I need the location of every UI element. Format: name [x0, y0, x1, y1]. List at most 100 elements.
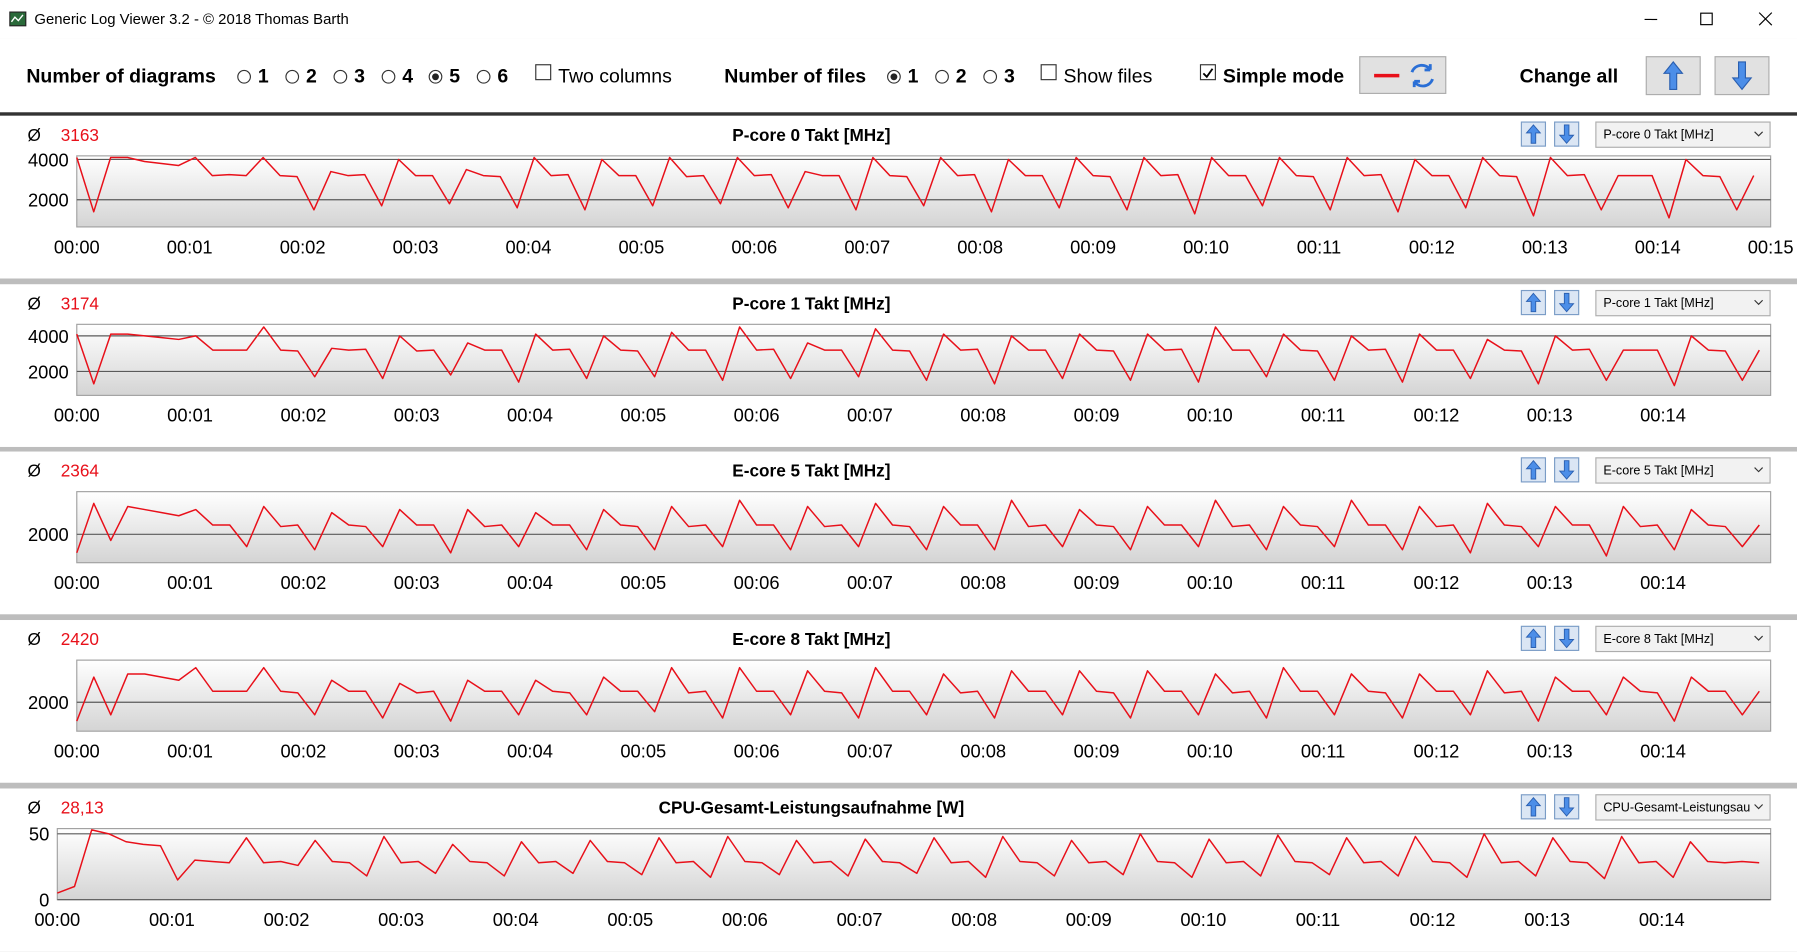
chart-title: P-core 0 Takt [MHz]	[732, 125, 890, 145]
x-tick-label: 00:06	[731, 236, 777, 257]
chart-move-up[interactable]	[1520, 457, 1547, 483]
simple-mode-button[interactable]	[1359, 56, 1447, 94]
radio-label: 3	[1003, 65, 1015, 88]
channel-selector[interactable]: P-core 0 Takt [MHz]	[1595, 121, 1771, 148]
x-tick-label: 00:14	[1635, 236, 1681, 257]
radio-button[interactable]	[983, 69, 998, 84]
checkbox-label: Show files	[1063, 65, 1153, 88]
x-tick-label: 00:05	[620, 405, 666, 426]
x-tick-label: 00:00	[34, 909, 80, 930]
data-line	[76, 666, 1760, 722]
x-tick-label: 00:08	[960, 741, 1006, 762]
chart-panel: Ø 3163 P-core 0 Takt [MHz] P-core 0 Takt [M…	[0, 115, 1797, 279]
chart-title: E-core 8 Takt [MHz]	[732, 629, 890, 649]
radio-button[interactable]	[285, 69, 300, 84]
x-tick-label: 00:00	[54, 236, 100, 257]
radio-button[interactable]	[935, 69, 949, 84]
arrow-icon	[1525, 796, 1542, 817]
x-tick-label: 00:00	[54, 405, 100, 426]
move-down-button[interactable]	[1714, 56, 1770, 96]
x-tick-label: 00:03	[393, 236, 439, 257]
chart-title: P-core 1 Takt [MHz]	[732, 293, 890, 313]
radio-button[interactable]	[381, 69, 396, 84]
window-controls[interactable]	[1627, 0, 1797, 39]
x-tick-label: 00:06	[722, 909, 768, 930]
x-tick-label: 00:13	[1527, 405, 1573, 426]
move-up-button[interactable]	[1645, 56, 1701, 96]
x-tick-label: 00:13	[1522, 236, 1568, 257]
selector-box	[1595, 625, 1771, 653]
radio-button[interactable]	[333, 69, 348, 84]
average-symbol: Ø	[28, 798, 41, 818]
x-tick-label: 00:12	[1409, 236, 1455, 257]
radio-button[interactable]	[887, 69, 901, 84]
x-tick-label: 00:10	[1183, 236, 1229, 257]
chart-move-down[interactable]	[1554, 289, 1580, 316]
radio-label: 2	[305, 65, 317, 88]
chart-move-down[interactable]	[1554, 121, 1580, 147]
x-tick-label: 00:08	[960, 572, 1006, 593]
plot-area	[76, 155, 1772, 228]
diagrams-label: Number of diagrams	[26, 65, 216, 88]
x-tick-label: 00:02	[280, 405, 326, 426]
x-tick-label: 00:09	[1070, 236, 1116, 257]
x-tick-label: 00:14	[1640, 405, 1686, 426]
x-tick-label: 00:04	[507, 405, 553, 426]
down-arrow-icon	[1731, 61, 1753, 91]
button-icons	[1374, 63, 1434, 88]
x-tick-label: 00:10	[1187, 572, 1233, 593]
x-tick-label: 00:01	[167, 741, 213, 762]
selector-box	[1595, 289, 1771, 317]
chart-move-up[interactable]	[1520, 794, 1547, 820]
radio-label: 6	[497, 65, 509, 88]
chart-move-up[interactable]	[1520, 625, 1547, 651]
channel-selector[interactable]: P-core 1 Takt [MHz]	[1595, 289, 1771, 317]
x-tick-label: 00:08	[951, 909, 997, 930]
x-tick-label: 00:03	[394, 741, 440, 762]
radio-button[interactable]	[476, 69, 491, 84]
average-value: 2420	[61, 629, 99, 649]
chart-move-down[interactable]	[1554, 794, 1580, 820]
toolbar: Number of diagrams Number of files Chang…	[0, 38, 1797, 113]
x-tick-label: 00:05	[620, 572, 666, 593]
x-tick-label: 00:14	[1639, 909, 1685, 930]
chart-move-down[interactable]	[1554, 457, 1580, 483]
x-tick-label: 00:14	[1640, 741, 1686, 762]
average-symbol: Ø	[28, 461, 41, 481]
channel-selector[interactable]: CPU-Gesamt-Leistungsau	[1595, 794, 1771, 821]
title-bar: Generic Log Viewer 3.2 - © 2018 Thomas B…	[0, 0, 1797, 39]
radio-button[interactable]	[237, 69, 251, 84]
checkbox[interactable]	[1040, 64, 1057, 81]
radio-label: 3	[354, 65, 365, 88]
x-tick-label: 00:03	[394, 405, 440, 426]
channel-selector[interactable]: E-core 8 Takt [MHz]	[1595, 625, 1771, 653]
window-title: Generic Log Viewer 3.2 - © 2018 Thomas B…	[34, 10, 349, 28]
chart-title: E-core 5 Takt [MHz]	[732, 461, 890, 481]
checkbox-label: Simple mode	[1222, 65, 1345, 88]
plot-area	[76, 323, 1772, 396]
x-tick-label: 00:12	[1410, 909, 1456, 930]
x-tick-label: 00:13	[1527, 741, 1573, 762]
channel-selector[interactable]: E-core 5 Takt [MHz]	[1595, 457, 1771, 484]
x-tick-label: 00:06	[734, 405, 780, 426]
chart-move-down[interactable]	[1554, 625, 1580, 651]
change-all-label: Change all	[1519, 65, 1619, 88]
x-tick-label: 00:04	[493, 909, 539, 930]
up-arrow-icon	[1662, 60, 1684, 90]
x-tick-label: 00:10	[1187, 741, 1233, 762]
selector-box	[1595, 121, 1771, 148]
arrow-icon	[1525, 292, 1542, 313]
y-tick-label: 0	[39, 890, 49, 911]
radio-label: 5	[449, 65, 461, 88]
check-mark	[1202, 68, 1214, 79]
chart-move-up[interactable]	[1520, 289, 1547, 316]
checkbox[interactable]	[535, 64, 552, 81]
toolbar-separator	[0, 112, 1797, 116]
average-value: 3163	[61, 125, 99, 145]
chart-move-up[interactable]	[1520, 121, 1547, 147]
radio-button[interactable]	[428, 69, 443, 84]
x-tick-label: 00:09	[1074, 741, 1120, 762]
radio-label: 1	[257, 65, 269, 88]
x-tick-label: 00:01	[149, 909, 195, 930]
checkbox[interactable]	[1199, 64, 1216, 81]
